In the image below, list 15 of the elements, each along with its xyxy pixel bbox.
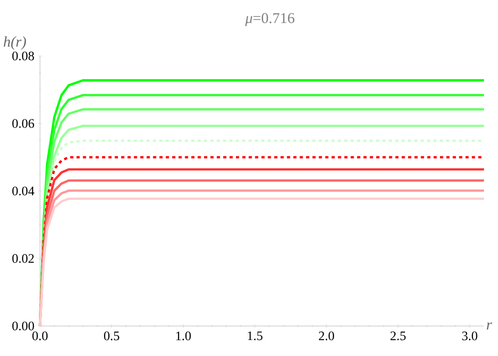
y-tick-label: 0.04 — [12, 186, 34, 196]
x-tick-label: 0.5 — [104, 332, 120, 340]
x-tick-label: 2.0 — [318, 332, 334, 340]
x-tick-label: 1.5 — [248, 332, 262, 340]
y-tick-label: 0.00 — [12, 322, 34, 330]
chart-title: μ=0.716 — [245, 13, 294, 26]
y-tick-label: 0.02 — [12, 254, 34, 263]
x-tick-label: 3.0 — [462, 332, 478, 340]
x-tick-label: 1.0 — [176, 332, 191, 340]
y-tick-label: 0.06 — [12, 119, 34, 128]
y-tick-label: 0.08 — [12, 52, 34, 60]
x-tick-label: 2.5 — [390, 332, 406, 340]
x-axis-title: r — [486, 322, 492, 330]
x-tick-label: 0.0 — [32, 332, 48, 340]
y-axis-title: h(r) — [4, 36, 26, 50]
